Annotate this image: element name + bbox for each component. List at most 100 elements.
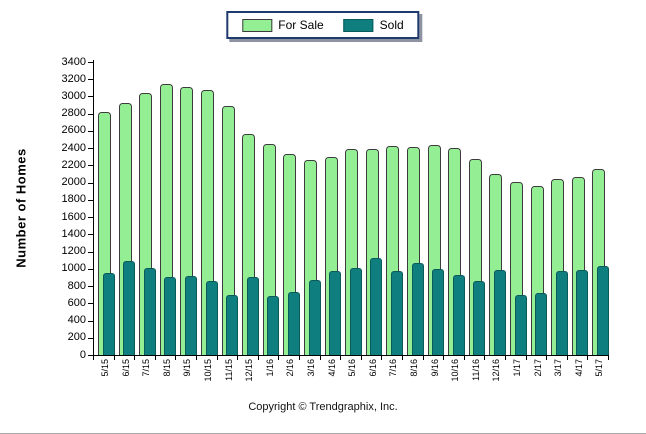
x-axis-label: 12/15 bbox=[244, 359, 255, 382]
x-axis-label: 1/16 bbox=[264, 359, 275, 377]
x-tick-mark bbox=[484, 356, 486, 360]
bar-sold bbox=[308, 280, 321, 355]
x-axis-label: 1/17 bbox=[512, 359, 522, 377]
bar-sold bbox=[287, 292, 300, 355]
legend-item-for-sale: For Sale bbox=[242, 18, 324, 32]
bar-sold bbox=[576, 270, 589, 355]
y-tick-label: 2800 bbox=[61, 107, 86, 120]
y-tick-mark bbox=[88, 320, 93, 322]
y-tick-label: 0 bbox=[79, 348, 86, 361]
x-tick-mark bbox=[278, 356, 280, 360]
x-axis-label: 8/15 bbox=[161, 359, 172, 377]
x-tick-mark bbox=[566, 356, 568, 360]
bar-sold bbox=[102, 273, 115, 355]
sold-swatch bbox=[343, 18, 374, 32]
x-tick-mark bbox=[299, 356, 300, 360]
bar-sold bbox=[514, 295, 527, 355]
bar-sold bbox=[329, 271, 342, 355]
bar-sold bbox=[432, 269, 445, 355]
y-tick-label: 1000 bbox=[61, 262, 86, 275]
bar-sold bbox=[123, 261, 136, 355]
copyright-text: Copyright © Trendgraphix, Inc. bbox=[248, 401, 398, 413]
x-tick-mark bbox=[196, 356, 197, 360]
bar-sold bbox=[184, 276, 197, 355]
y-tick-mark bbox=[88, 234, 93, 236]
x-tick-mark bbox=[381, 356, 383, 360]
x-axis-label: 3/17 bbox=[553, 359, 564, 377]
y-tick-label: 3000 bbox=[61, 89, 86, 102]
legend-label-sold: Sold bbox=[379, 18, 404, 32]
x-axis-label: 11/15 bbox=[223, 359, 234, 381]
y-tick-mark bbox=[88, 148, 93, 150]
x-axis-label: 4/17 bbox=[573, 359, 584, 377]
y-tick-mark bbox=[88, 96, 93, 98]
bar-sold bbox=[205, 281, 218, 355]
bar-sold bbox=[411, 263, 424, 355]
x-tick-mark bbox=[216, 356, 218, 360]
x-tick-mark bbox=[175, 356, 177, 360]
x-tick-mark bbox=[154, 356, 156, 360]
y-tick-label: 1200 bbox=[61, 245, 86, 258]
y-tick-mark bbox=[88, 303, 93, 305]
y-tick-mark bbox=[88, 286, 93, 288]
x-axis-label: 5/16 bbox=[347, 359, 358, 377]
y-tick-mark bbox=[88, 79, 93, 81]
y-tick-label: 1600 bbox=[61, 210, 86, 223]
y-axis-title: Number of Homes bbox=[13, 148, 29, 268]
x-axis-label: 9/16 bbox=[429, 359, 440, 377]
x-axis-label: 7/15 bbox=[141, 359, 152, 377]
x-tick-mark bbox=[319, 356, 321, 360]
y-tick-label: 3400 bbox=[61, 55, 86, 68]
y-tick-label: 2600 bbox=[61, 124, 86, 137]
x-tick-mark bbox=[93, 356, 94, 360]
x-tick-mark bbox=[360, 356, 362, 360]
bar-sold bbox=[267, 296, 280, 355]
bar-sold bbox=[493, 270, 506, 355]
x-tick-mark bbox=[113, 356, 115, 360]
y-tick-label: 3200 bbox=[61, 72, 86, 85]
x-tick-mark bbox=[134, 356, 136, 360]
y-tick-label: 2000 bbox=[61, 176, 86, 189]
legend-item-sold: Sold bbox=[343, 18, 404, 32]
x-axis-label: 5/17 bbox=[594, 359, 605, 377]
bar-for-sale bbox=[221, 106, 235, 355]
bar-sold bbox=[555, 271, 568, 355]
y-tick-mark bbox=[88, 251, 93, 253]
x-tick-mark bbox=[443, 356, 445, 360]
y-tick-mark bbox=[88, 268, 93, 270]
plot-area bbox=[93, 60, 609, 356]
bar-sold bbox=[370, 258, 383, 355]
x-axis-label: 9/15 bbox=[182, 359, 193, 377]
bar-sold bbox=[164, 277, 177, 355]
y-tick-label: 2200 bbox=[61, 158, 86, 171]
x-axis-label: 2/17 bbox=[532, 359, 543, 377]
bar-sold bbox=[246, 277, 259, 355]
x-axis-label: 4/16 bbox=[326, 359, 337, 377]
y-tick-label: 600 bbox=[67, 296, 86, 309]
y-tick-label: 1400 bbox=[61, 227, 86, 240]
y-tick-mark bbox=[88, 165, 93, 167]
for-sale-swatch bbox=[242, 18, 273, 32]
x-axis-label: 10/15 bbox=[203, 359, 213, 382]
bar-sold bbox=[226, 295, 239, 355]
bar-sold bbox=[349, 268, 362, 355]
x-tick-mark bbox=[505, 356, 506, 360]
x-axis-label: 5/15 bbox=[100, 359, 110, 377]
y-tick-mark bbox=[88, 217, 93, 219]
x-tick-mark bbox=[463, 356, 465, 360]
y-tick-mark bbox=[88, 62, 93, 63]
y-tick-label: 2400 bbox=[61, 141, 86, 154]
x-tick-mark bbox=[340, 356, 342, 360]
y-tick-label: 1800 bbox=[61, 193, 86, 206]
x-tick-mark bbox=[422, 356, 424, 360]
x-tick-mark bbox=[587, 356, 589, 360]
bar-sold bbox=[596, 266, 609, 355]
legend: For Sale Sold bbox=[226, 11, 420, 39]
x-tick-mark bbox=[546, 356, 548, 360]
bar-sold bbox=[452, 275, 465, 355]
x-tick-mark bbox=[257, 356, 259, 360]
bar-sold bbox=[390, 271, 403, 355]
y-tick-label: 400 bbox=[67, 314, 86, 327]
y-tick-mark bbox=[88, 337, 93, 339]
